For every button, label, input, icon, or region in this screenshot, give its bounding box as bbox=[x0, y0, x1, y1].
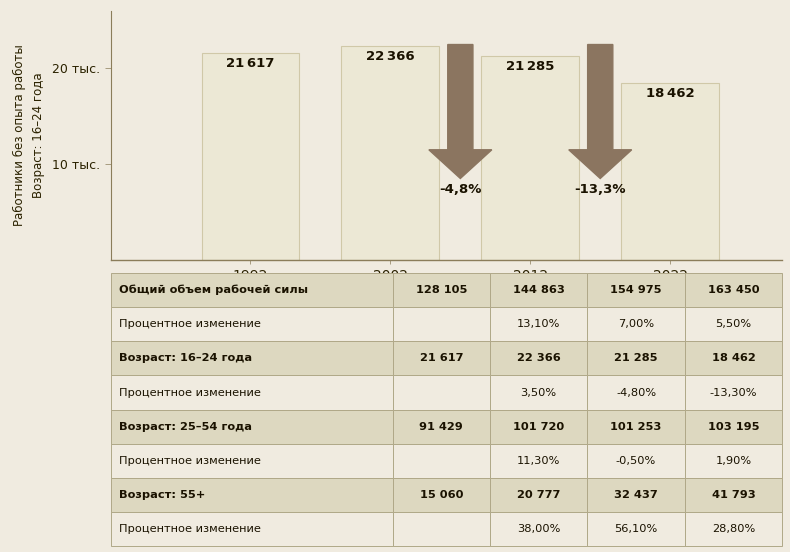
FancyBboxPatch shape bbox=[588, 273, 685, 307]
FancyBboxPatch shape bbox=[588, 444, 685, 478]
Text: 56,10%: 56,10% bbox=[615, 524, 657, 534]
Text: Общий объем рабочей силы: Общий объем рабочей силы bbox=[118, 285, 307, 295]
FancyBboxPatch shape bbox=[588, 307, 685, 341]
FancyBboxPatch shape bbox=[490, 307, 588, 341]
Bar bbox=[341, 46, 439, 260]
Text: 32 437: 32 437 bbox=[614, 490, 658, 500]
Text: Возраст: 16–24 года: Возраст: 16–24 года bbox=[118, 353, 252, 363]
FancyBboxPatch shape bbox=[588, 410, 685, 444]
Text: Процентное изменение: Процентное изменение bbox=[118, 388, 261, 397]
Text: 11,30%: 11,30% bbox=[517, 456, 560, 466]
FancyBboxPatch shape bbox=[111, 341, 393, 375]
Text: 21 285: 21 285 bbox=[615, 353, 658, 363]
FancyArrow shape bbox=[569, 45, 632, 178]
Text: 18 462: 18 462 bbox=[646, 87, 694, 100]
FancyBboxPatch shape bbox=[685, 410, 782, 444]
Text: 101 720: 101 720 bbox=[513, 422, 564, 432]
FancyBboxPatch shape bbox=[685, 375, 782, 410]
Text: 21 617: 21 617 bbox=[419, 353, 463, 363]
Text: 18 462: 18 462 bbox=[712, 353, 755, 363]
Text: Возраст: 25–54 года: Возраст: 25–54 года bbox=[118, 422, 252, 432]
FancyArrow shape bbox=[429, 45, 492, 178]
FancyBboxPatch shape bbox=[685, 307, 782, 341]
Text: -13,3%: -13,3% bbox=[574, 183, 626, 197]
FancyBboxPatch shape bbox=[490, 273, 588, 307]
FancyBboxPatch shape bbox=[588, 375, 685, 410]
Text: 13,10%: 13,10% bbox=[517, 319, 560, 329]
Text: 22 366: 22 366 bbox=[366, 50, 415, 62]
Text: 21 617: 21 617 bbox=[226, 57, 275, 70]
Text: 101 253: 101 253 bbox=[611, 422, 662, 432]
FancyBboxPatch shape bbox=[393, 512, 490, 546]
Text: 3,50%: 3,50% bbox=[521, 388, 557, 397]
Text: 5,50%: 5,50% bbox=[716, 319, 751, 329]
FancyBboxPatch shape bbox=[111, 444, 393, 478]
FancyBboxPatch shape bbox=[490, 410, 588, 444]
Bar bbox=[621, 83, 719, 260]
Text: Процентное изменение: Процентное изменение bbox=[118, 524, 261, 534]
Text: Процентное изменение: Процентное изменение bbox=[118, 456, 261, 466]
Text: -4,8%: -4,8% bbox=[439, 183, 482, 197]
FancyBboxPatch shape bbox=[393, 341, 490, 375]
FancyBboxPatch shape bbox=[588, 478, 685, 512]
FancyBboxPatch shape bbox=[685, 478, 782, 512]
FancyBboxPatch shape bbox=[490, 341, 588, 375]
FancyBboxPatch shape bbox=[490, 478, 588, 512]
Text: 7,00%: 7,00% bbox=[618, 319, 654, 329]
Text: 144 863: 144 863 bbox=[513, 285, 565, 295]
FancyBboxPatch shape bbox=[111, 512, 393, 546]
Text: 103 195: 103 195 bbox=[708, 422, 759, 432]
FancyBboxPatch shape bbox=[685, 512, 782, 546]
Text: 41 793: 41 793 bbox=[712, 490, 755, 500]
Text: -0,50%: -0,50% bbox=[616, 456, 656, 466]
Text: 1,90%: 1,90% bbox=[716, 456, 751, 466]
FancyBboxPatch shape bbox=[393, 478, 490, 512]
Text: 22 366: 22 366 bbox=[517, 353, 561, 363]
FancyBboxPatch shape bbox=[490, 444, 588, 478]
FancyBboxPatch shape bbox=[111, 410, 393, 444]
FancyBboxPatch shape bbox=[393, 444, 490, 478]
FancyBboxPatch shape bbox=[490, 375, 588, 410]
FancyBboxPatch shape bbox=[588, 341, 685, 375]
Text: Процентное изменение: Процентное изменение bbox=[118, 319, 261, 329]
Text: Возраст: 55+: Возраст: 55+ bbox=[118, 490, 205, 500]
FancyBboxPatch shape bbox=[393, 410, 490, 444]
Text: 21 285: 21 285 bbox=[506, 60, 555, 73]
Text: 15 060: 15 060 bbox=[419, 490, 463, 500]
FancyBboxPatch shape bbox=[685, 444, 782, 478]
Text: 91 429: 91 429 bbox=[419, 422, 463, 432]
Text: -4,80%: -4,80% bbox=[616, 388, 656, 397]
FancyBboxPatch shape bbox=[685, 341, 782, 375]
Text: 128 105: 128 105 bbox=[416, 285, 467, 295]
Bar bbox=[201, 53, 299, 260]
Text: 38,00%: 38,00% bbox=[517, 524, 560, 534]
Text: 163 450: 163 450 bbox=[708, 285, 759, 295]
Y-axis label: Работники без опыта работы
Возраст: 16–24 года: Работники без опыта работы Возраст: 16–2… bbox=[13, 45, 45, 226]
FancyBboxPatch shape bbox=[393, 375, 490, 410]
FancyBboxPatch shape bbox=[393, 307, 490, 341]
FancyBboxPatch shape bbox=[588, 512, 685, 546]
FancyBboxPatch shape bbox=[490, 512, 588, 546]
FancyBboxPatch shape bbox=[111, 307, 393, 341]
Text: 154 975: 154 975 bbox=[611, 285, 662, 295]
FancyBboxPatch shape bbox=[111, 375, 393, 410]
FancyBboxPatch shape bbox=[111, 478, 393, 512]
FancyBboxPatch shape bbox=[111, 273, 393, 307]
Bar bbox=[481, 56, 579, 260]
FancyBboxPatch shape bbox=[685, 273, 782, 307]
Text: 20 777: 20 777 bbox=[517, 490, 560, 500]
FancyBboxPatch shape bbox=[393, 273, 490, 307]
Text: 28,80%: 28,80% bbox=[712, 524, 755, 534]
Text: -13,30%: -13,30% bbox=[709, 388, 757, 397]
